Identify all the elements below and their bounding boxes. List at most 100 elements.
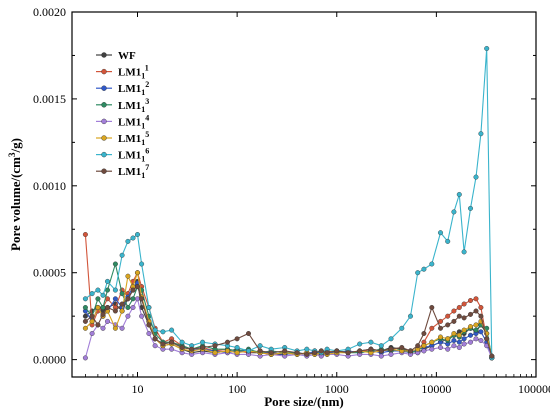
data-point <box>451 209 457 215</box>
data-point <box>473 336 479 342</box>
legend-marker <box>101 168 107 174</box>
data-point <box>445 313 451 319</box>
data-point <box>461 315 467 321</box>
legend-label: LM117 <box>118 163 149 180</box>
data-point <box>478 305 484 311</box>
x-tick-label: 10 <box>132 382 144 396</box>
data-point <box>104 278 110 284</box>
legend-label-sub: 1 <box>141 171 145 180</box>
data-point <box>478 338 484 344</box>
legend-label-sub: 1 <box>141 72 145 81</box>
data-point <box>388 346 394 352</box>
data-point <box>119 308 125 314</box>
data-point <box>200 339 206 345</box>
data-point <box>478 313 484 319</box>
data-point <box>429 261 435 267</box>
legend-label-base: LM1 <box>118 83 141 95</box>
data-point <box>334 348 340 354</box>
data-point <box>478 131 484 137</box>
data-point <box>294 350 300 356</box>
data-point <box>100 325 106 331</box>
data-point <box>169 346 175 352</box>
data-point <box>224 348 230 354</box>
x-tick-label: 100 <box>228 382 246 396</box>
data-point <box>408 313 414 319</box>
data-point <box>130 305 136 311</box>
y-tick-label: 0.0000 <box>33 353 66 367</box>
data-point <box>421 266 427 272</box>
data-point <box>438 325 444 331</box>
legend-label: WF <box>118 50 136 62</box>
data-point <box>468 205 474 211</box>
data-point <box>468 332 474 338</box>
data-point <box>368 339 374 345</box>
data-point <box>134 270 140 276</box>
data-point <box>357 341 363 347</box>
data-point <box>388 351 394 357</box>
legend-label-sub: 1 <box>141 121 145 130</box>
data-point <box>451 338 457 344</box>
data-point <box>484 46 490 52</box>
data-point <box>345 350 351 356</box>
data-point <box>257 343 263 349</box>
data-point <box>489 353 495 359</box>
data-point <box>95 305 101 311</box>
data-point <box>451 318 457 324</box>
plot-frame <box>71 11 537 378</box>
data-point <box>130 287 136 293</box>
legend-label-sup: 2 <box>145 80 149 89</box>
data-point <box>461 249 467 255</box>
data-point <box>82 318 88 324</box>
legend-label-sub: 1 <box>141 155 145 164</box>
data-point <box>134 231 140 237</box>
data-point <box>378 343 384 349</box>
data-point <box>89 331 95 337</box>
data-point <box>160 329 166 335</box>
data-point <box>461 327 467 333</box>
y-axis-title-part: Pore volume/(cm <box>8 157 23 251</box>
x-axis-title: Pore size/(nm) <box>264 394 344 409</box>
data-point <box>456 313 462 319</box>
data-point <box>399 325 405 331</box>
legend-label-sup: 1 <box>145 64 149 73</box>
data-point <box>112 296 118 302</box>
data-point <box>119 291 125 297</box>
data-point <box>100 305 106 311</box>
data-point <box>82 355 88 361</box>
data-point <box>125 238 131 244</box>
legend-marker <box>101 68 107 75</box>
legend-label: LM114 <box>118 113 149 130</box>
data-point <box>189 346 195 352</box>
data-point <box>146 305 152 311</box>
data-point <box>456 339 462 345</box>
data-point <box>82 296 88 302</box>
data-point <box>408 348 414 354</box>
legend-label-base: LM1 <box>118 100 141 112</box>
legend-marker <box>101 102 107 108</box>
data-point <box>100 311 106 317</box>
data-point <box>312 350 318 356</box>
data-point <box>245 331 251 337</box>
legend-label-sup: 6 <box>145 147 149 156</box>
data-point <box>152 336 158 342</box>
data-point <box>130 235 136 241</box>
data-point <box>421 348 427 354</box>
data-point <box>438 345 444 351</box>
data-point <box>461 301 467 307</box>
legend-label-sup: 5 <box>145 130 149 139</box>
data-point <box>179 339 185 345</box>
data-point <box>473 174 479 180</box>
legend-marker <box>101 151 107 158</box>
data-point <box>484 336 490 342</box>
data-point <box>119 325 125 331</box>
data-point <box>456 345 462 351</box>
data-point <box>388 336 394 342</box>
data-point <box>421 343 427 349</box>
y-axis-title-superscript: 3 <box>7 152 17 157</box>
data-point <box>399 345 405 351</box>
data-point <box>179 345 185 351</box>
legend-label-name: WF <box>118 50 136 62</box>
data-point <box>451 343 457 349</box>
